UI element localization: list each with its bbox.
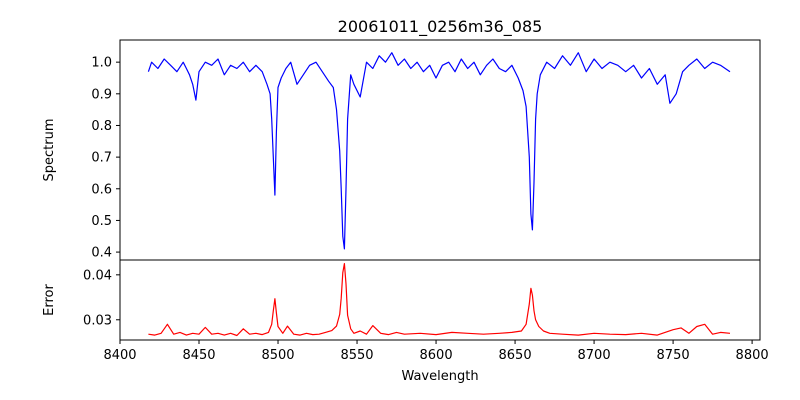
chart-title: 20061011_0256m36_085 [338,17,543,37]
spectrum-y-tick-label: 0.4 [91,246,112,261]
x-tick-label: 8450 [182,348,215,363]
x-tick-label: 8800 [736,348,769,363]
spectrum-y-tick-label: 0.9 [91,87,112,102]
error-plot-frame [119,259,761,341]
error-y-axis-label: Error [42,284,57,316]
x-axis-label: Wavelength [401,369,478,384]
error-plot-area [120,260,760,340]
spectrum-y-axis-label: Spectrum [42,119,57,182]
x-tick-label: 8600 [420,348,453,363]
x-tick-label: 8650 [499,348,532,363]
error-y-tick-label: 0.04 [83,268,112,283]
spectrum-y-tick-label: 1.0 [91,56,112,71]
x-tick-label: 8750 [657,348,690,363]
x-tick-label: 8400 [103,348,136,363]
x-axis: 8400 8450 8500 8550 8600 8650 8700 8750 8800 [103,340,769,363]
x-tick-label: 8500 [261,348,294,363]
x-tick-label: 8550 [340,348,373,363]
spectrum-plot-area [120,40,760,260]
x-tick-label: 8700 [578,348,611,363]
error-series-line [148,263,731,337]
spectrum-panel: 0.4 0.5 0.6 0.7 0.8 0.9 1.0 Spectrum [42,39,761,261]
spectrum-y-tick-label: 0.6 [91,182,112,197]
spectrum-series-line [147,52,731,250]
error-y-tick-label: 0.03 [83,313,112,328]
error-panel: 0.03 0.04 Error [42,259,761,341]
error-y-axis: 0.03 0.04 [83,268,120,328]
spectrum-y-tick-label: 0.8 [91,119,112,134]
spectrum-y-tick-label: 0.5 [91,214,112,229]
spectrum-y-axis: 0.4 0.5 0.6 0.7 0.8 0.9 1.0 [91,56,120,261]
spectrum-y-tick-label: 0.7 [91,151,112,166]
